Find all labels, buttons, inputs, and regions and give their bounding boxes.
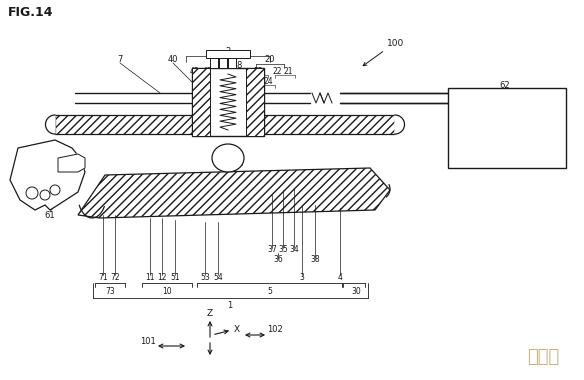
Text: 10: 10 xyxy=(162,287,172,296)
Bar xyxy=(192,68,210,136)
Text: 40: 40 xyxy=(168,55,178,65)
Text: 20: 20 xyxy=(265,55,275,65)
Bar xyxy=(192,68,264,136)
Text: 24: 24 xyxy=(263,78,273,87)
Bar xyxy=(55,115,395,134)
Text: 11: 11 xyxy=(145,272,155,282)
Circle shape xyxy=(40,190,50,200)
Text: 53: 53 xyxy=(200,272,210,282)
Text: 36: 36 xyxy=(273,255,283,264)
Polygon shape xyxy=(58,154,85,172)
Bar xyxy=(246,68,264,136)
Text: 7: 7 xyxy=(117,55,123,65)
Text: 8: 8 xyxy=(237,60,242,70)
Bar xyxy=(219,56,227,68)
Text: 101: 101 xyxy=(140,337,156,345)
Text: 5: 5 xyxy=(267,287,273,296)
Text: 2: 2 xyxy=(225,48,231,57)
Text: 9: 9 xyxy=(214,60,220,70)
Text: 4: 4 xyxy=(338,272,342,282)
Text: 35: 35 xyxy=(278,245,288,255)
Text: 54: 54 xyxy=(213,272,223,282)
Text: 51: 51 xyxy=(170,272,180,282)
Text: 34: 34 xyxy=(289,245,299,255)
Ellipse shape xyxy=(212,144,244,172)
Text: Z: Z xyxy=(207,309,213,318)
Text: 102: 102 xyxy=(267,326,283,334)
Text: X: X xyxy=(234,326,240,334)
Text: 73: 73 xyxy=(105,287,115,296)
Polygon shape xyxy=(78,168,390,218)
Bar xyxy=(228,56,236,68)
Text: 71: 71 xyxy=(98,272,108,282)
Text: 72: 72 xyxy=(110,272,120,282)
Text: 21: 21 xyxy=(283,68,293,76)
Text: 30: 30 xyxy=(351,287,361,296)
Text: 41: 41 xyxy=(213,68,223,76)
Circle shape xyxy=(26,187,38,199)
Text: 3: 3 xyxy=(300,272,304,282)
Polygon shape xyxy=(10,140,85,210)
Text: 12: 12 xyxy=(157,272,167,282)
Text: 25: 25 xyxy=(252,78,262,87)
Polygon shape xyxy=(395,115,405,134)
Text: 22: 22 xyxy=(272,68,281,76)
Text: 37: 37 xyxy=(267,245,277,255)
Text: 62: 62 xyxy=(500,81,510,90)
Text: 游侠网: 游侠网 xyxy=(527,348,559,366)
Text: 1: 1 xyxy=(227,301,232,309)
Bar xyxy=(206,50,250,58)
Text: FIG.14: FIG.14 xyxy=(8,6,54,19)
Text: 61: 61 xyxy=(45,211,55,220)
Circle shape xyxy=(50,185,60,195)
Text: 42: 42 xyxy=(202,68,212,76)
Text: 100: 100 xyxy=(387,40,405,49)
Text: 6: 6 xyxy=(225,60,231,70)
Bar xyxy=(210,56,218,68)
Polygon shape xyxy=(78,168,390,218)
Polygon shape xyxy=(46,115,55,134)
Text: 38: 38 xyxy=(310,255,320,264)
Text: 52: 52 xyxy=(253,68,263,76)
Polygon shape xyxy=(58,154,85,172)
Text: 43: 43 xyxy=(190,68,200,76)
Bar xyxy=(448,88,566,168)
